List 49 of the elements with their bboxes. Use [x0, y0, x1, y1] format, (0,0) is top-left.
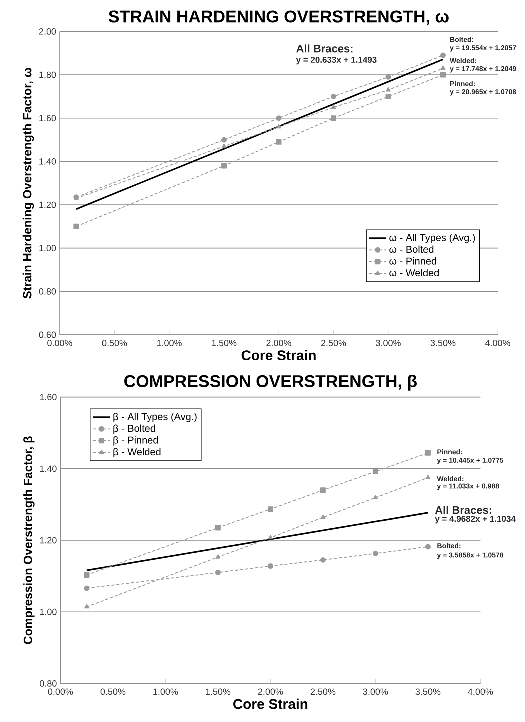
y-tick-label: 1.80 — [40, 72, 56, 78]
x-tick-label: 1.50% — [206, 688, 231, 696]
x-axis-title: Core Strain — [234, 698, 308, 710]
x-tick-label: 0.50% — [100, 688, 126, 696]
y-tick-label: 1.40 — [40, 466, 57, 472]
y-tick-label: 0.60 — [39, 332, 56, 338]
x-tick-label: 0.50% — [102, 340, 128, 346]
x-tick-label: 2.00% — [258, 688, 284, 696]
annotation: All Braces: — [296, 44, 353, 53]
y-axis-title: Compression Overstrength Factor, β — [24, 436, 35, 644]
x-tick-label: 4.00% — [468, 688, 494, 696]
x-tick-label: 4.00% — [485, 340, 510, 346]
y-tick-label: 1.00 — [40, 245, 56, 252]
y-tick-label: 0.80 — [40, 680, 57, 687]
legend-label: ω - Bolted — [390, 246, 434, 254]
x-tick-label: 0.00% — [48, 340, 72, 346]
y-tick-label: 1.60 — [40, 115, 56, 122]
x-tick-label: 2.50% — [321, 340, 346, 346]
x-tick-label: 3.00% — [376, 340, 401, 346]
x-tick-label: 2.00% — [266, 340, 292, 346]
legend-label: ω - Welded — [390, 269, 440, 277]
annotation: y = 20.633x + 1.1493 — [296, 56, 377, 65]
y-tick-label: 1.00 — [40, 608, 57, 616]
x-tick-label: 2.50% — [310, 688, 336, 696]
legend-label: ω - Pinned — [390, 257, 436, 265]
legend-label: β - All Types (Avg.) — [114, 413, 197, 422]
chart-title: COMPRESSION OVERSTRENGTH, β — [124, 374, 417, 391]
annotation: All Braces: — [435, 506, 492, 514]
x-tick-label: 3.50% — [416, 688, 441, 696]
legend-label: β - Bolted — [114, 424, 156, 434]
x-tick-label: 1.00% — [157, 340, 182, 346]
x-axis-title: Core Strain — [242, 350, 316, 361]
legend-label: ω - All Types (Avg.) — [390, 234, 476, 244]
y-tick-label: 1.20 — [40, 202, 56, 208]
legend-label: β - Pinned — [114, 436, 158, 446]
y-tick-label: 2.00 — [39, 28, 56, 35]
y-tick-label: 1.20 — [40, 537, 57, 544]
annotation: y = 4.9682x + 1.1034 — [435, 516, 516, 524]
x-tick-label: 1.50% — [212, 340, 237, 346]
chart-title: STRAIN HARDENING OVERSTRENGTH, ω — [108, 10, 449, 26]
y-axis-title: Strain Hardening Overstrength Factor, ω — [22, 68, 34, 299]
x-tick-label: 0.00% — [48, 688, 74, 696]
y-tick-label: 0.80 — [39, 288, 56, 295]
x-tick-label: 3.50% — [430, 340, 456, 346]
x-tick-label: 3.00% — [363, 688, 388, 696]
x-tick-label: 1.00% — [154, 688, 178, 696]
y-tick-label: 1.40 — [40, 158, 56, 165]
legend-label: β - Welded — [114, 448, 161, 458]
y-tick-label: 1.60 — [40, 394, 57, 400]
